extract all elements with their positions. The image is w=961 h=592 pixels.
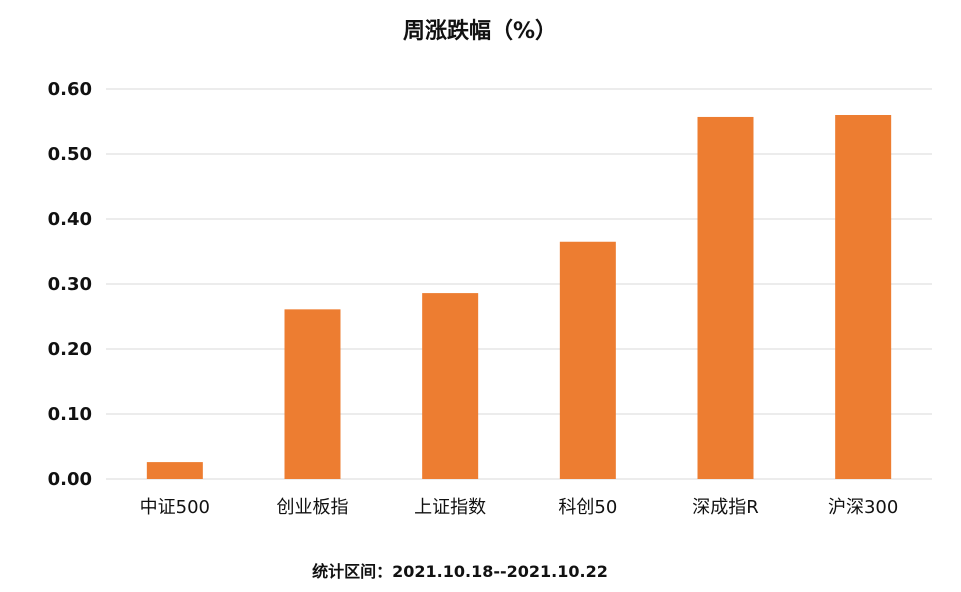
y-tick-label: 0.00 (48, 469, 92, 490)
y-tick-label: 0.30 (48, 274, 92, 295)
bar (422, 293, 479, 479)
y-axis-ticks: 0.00 0.10 0.20 0.30 0.40 0.50 0.60 (48, 79, 92, 490)
x-tick-label: 深成指R (692, 497, 759, 518)
bars (146, 115, 892, 479)
bar (697, 116, 754, 479)
x-tick-label: 创业板指 (277, 497, 349, 518)
statistics-period-note: 统计区间：2021.10.18--2021.10.22 (312, 562, 608, 581)
x-tick-label: 上证指数 (414, 497, 486, 518)
bar (284, 309, 341, 479)
x-tick-label: 科创50 (558, 497, 617, 518)
y-tick-label: 0.40 (48, 209, 92, 230)
y-tick-label: 0.50 (48, 144, 92, 165)
bar (146, 462, 203, 479)
gridlines (106, 88, 932, 480)
chart-title: 周涨跌幅（%） (403, 19, 557, 44)
x-tick-label: 沪深300 (828, 497, 898, 518)
y-tick-label: 0.20 (48, 339, 92, 360)
bar (835, 115, 892, 479)
y-tick-label: 0.60 (48, 79, 92, 100)
y-tick-label: 0.10 (48, 404, 92, 425)
bar (559, 241, 616, 479)
x-tick-label: 中证500 (140, 497, 210, 518)
x-axis-ticks: 中证500 创业板指 上证指数 科创50 深成指R 沪深300 (140, 497, 899, 518)
